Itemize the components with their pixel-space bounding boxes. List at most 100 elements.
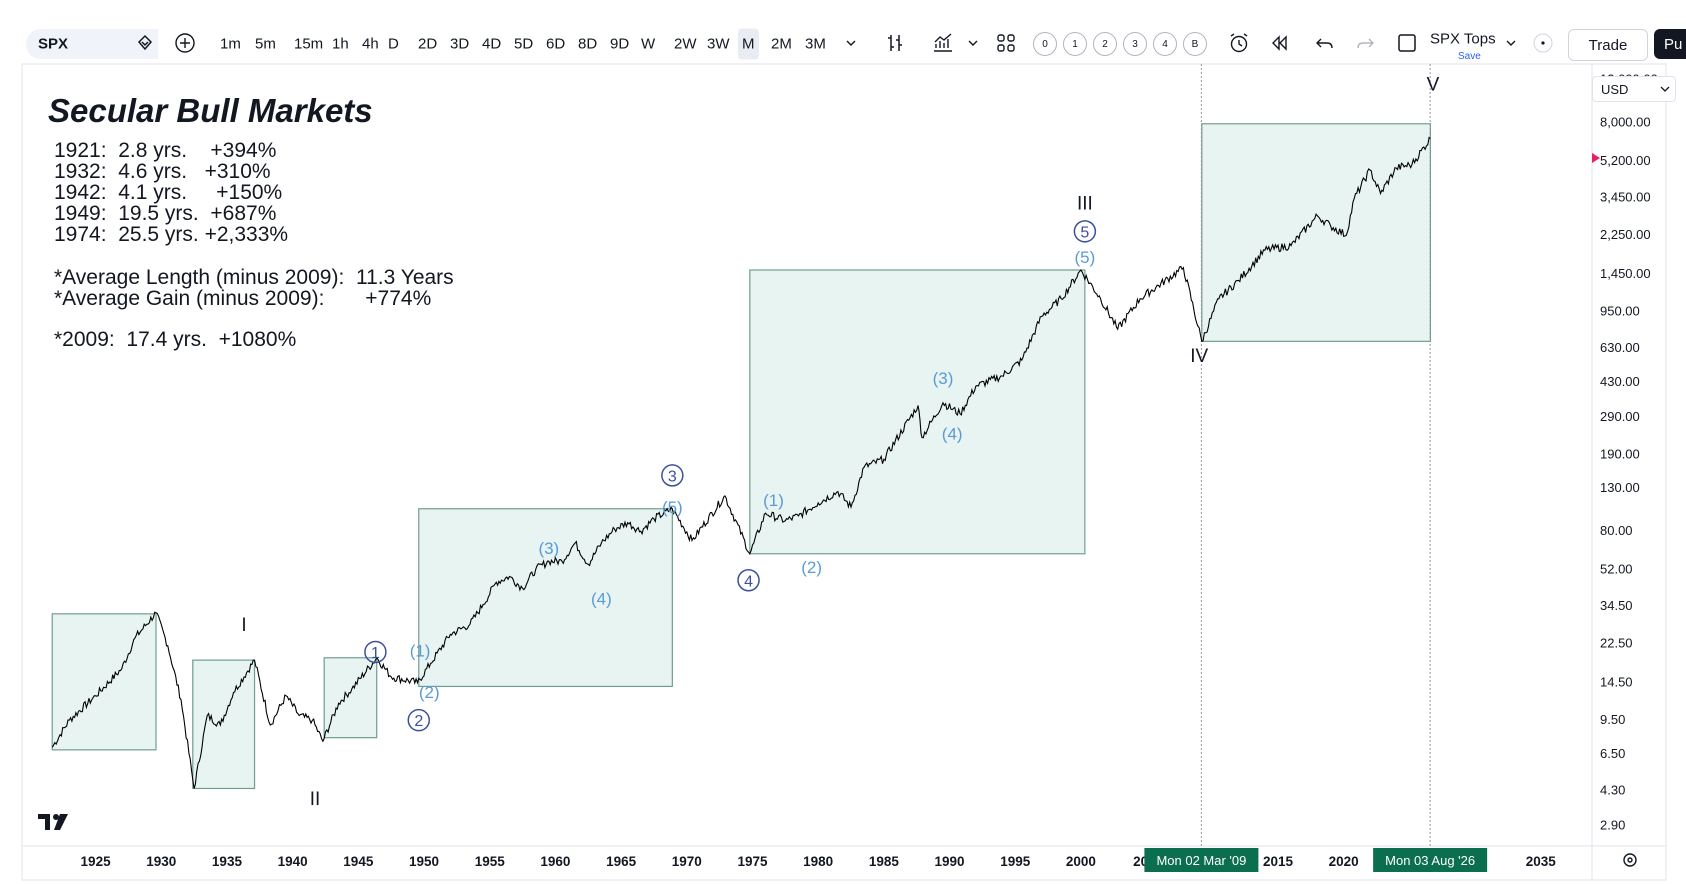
wave-minor-label: (4) <box>591 590 612 609</box>
price-tick-label: 290.00 <box>1600 409 1640 424</box>
stat-line: 1942: 4.1 yrs. +150% <box>54 181 283 204</box>
wave-label-v: V <box>1427 74 1440 95</box>
shortcut-pill-4[interactable]: 4 <box>1153 32 1177 56</box>
trade-button[interactable]: Trade <box>1568 29 1648 61</box>
layout-save-status[interactable]: Save <box>1458 51 1481 62</box>
wave-minor-label: (1) <box>410 641 431 660</box>
wave-circled-label: 1 <box>371 645 380 662</box>
layout-name[interactable]: SPX Tops <box>1430 30 1496 48</box>
wave-minor-label: (4) <box>942 424 963 443</box>
price-tick-label: 3,450.00 <box>1600 189 1651 204</box>
time-tick-label: 2020 <box>1329 854 1359 869</box>
time-tick-label: 1955 <box>475 854 506 869</box>
shortcut-pill-0[interactable]: 0 <box>1033 32 1057 56</box>
shortcut-pill-b[interactable]: B <box>1183 32 1207 56</box>
add-symbol-icon[interactable] <box>172 30 198 56</box>
time-tick-label: 1940 <box>278 854 308 869</box>
timeframe-2d[interactable]: 2D <box>418 35 438 53</box>
redo-icon[interactable] <box>1352 30 1378 56</box>
bull-market-box <box>1201 123 1432 342</box>
last-price-marker <box>1592 153 1600 163</box>
time-tick-label: 2015 <box>1263 854 1294 869</box>
timeframe-w[interactable]: W <box>641 35 656 53</box>
timeframe-6d[interactable]: 6D <box>546 35 566 53</box>
currency-selector[interactable]: USD <box>1592 76 1676 102</box>
stat-line: 1921: 2.8 yrs. +394% <box>54 139 277 162</box>
wave-circled-marker <box>364 640 387 664</box>
timeframe-5m[interactable]: 5m <box>255 35 276 53</box>
wave-circled-label: 4 <box>744 573 753 590</box>
time-tick-label: 1930 <box>146 854 176 869</box>
timeframe-1m[interactable]: 1m <box>220 35 241 53</box>
bar-style-icon[interactable] <box>882 30 908 56</box>
chart-pane-border <box>21 63 1667 881</box>
timeframe-2w[interactable]: 2W <box>674 35 697 53</box>
time-tick-label: 1995 <box>1000 854 1031 869</box>
wave-minor-label: (5) <box>662 498 683 517</box>
indicators-icon[interactable] <box>930 30 956 56</box>
time-tick-label: 2000 <box>1066 854 1096 869</box>
layout-chevron-icon[interactable] <box>1498 30 1524 56</box>
timeframe-dropdown-chevron-icon[interactable] <box>838 30 864 56</box>
currency-chevron-icon <box>1660 86 1670 92</box>
timeframe-8d[interactable]: 8D <box>578 35 598 53</box>
stat-line: 1974: 25.5 yrs. +2,333% <box>54 223 289 246</box>
shortcut-pill-1[interactable]: 1 <box>1063 32 1087 56</box>
bull-market-box <box>51 613 157 751</box>
time-tick-label: 1935 <box>212 854 243 869</box>
timeframe-2m[interactable]: 2M <box>771 35 792 53</box>
publish-button[interactable]: Pu <box>1654 29 1686 59</box>
settings-gear-icon[interactable] <box>1623 853 1637 867</box>
time-tick-label: 2035 <box>1526 854 1557 869</box>
timeframe-9d[interactable]: 9D <box>610 35 630 53</box>
fullscreen-square-icon[interactable] <box>1394 30 1420 56</box>
price-tick-label: 52.00 <box>1600 561 1633 576</box>
time-badge <box>1373 848 1488 872</box>
time-tick-label: 1945 <box>343 854 374 869</box>
timeframe-3m[interactable]: 3M <box>805 35 826 53</box>
price-tick-label: 4.30 <box>1600 782 1625 797</box>
price-tick-label: 8,000.00 <box>1600 115 1651 130</box>
wave-circled-marker <box>661 464 684 487</box>
timeframe-d[interactable]: D <box>388 35 399 53</box>
timeframe-1h[interactable]: 1h <box>332 35 349 53</box>
price-tick-label: 190.00 <box>1600 446 1640 461</box>
price-tick-label: 6.50 <box>1600 746 1625 761</box>
price-tick-label: 950.00 <box>1600 304 1640 319</box>
timeframe-m[interactable]: M <box>738 28 759 60</box>
symbol-label[interactable]: SPX <box>38 35 69 53</box>
timeframe-15m[interactable]: 15m <box>294 35 324 53</box>
timeframe-5d[interactable]: 5D <box>514 35 534 53</box>
timeframe-4d[interactable]: 4D <box>482 35 502 53</box>
price-axis-ticks: 13,000.008,000.005,200.003,450.002,250.0… <box>1600 72 1658 833</box>
timeframe-3w[interactable]: 3W <box>707 35 730 53</box>
shortcut-pill-2[interactable]: 2 <box>1093 32 1117 56</box>
top-toolbar: SPX 1m 5m 15m 1h 4h D 2D 3D 4D 5D 6D 8D 9D W 2W 3W M 2M 3M… <box>0 0 1686 62</box>
wave-circled-label: 5 <box>1080 224 1089 241</box>
more-dot-icon[interactable] <box>1530 30 1556 56</box>
wave-minor-label: (2) <box>801 558 822 577</box>
price-tick-label: 1,450.00 <box>1600 266 1651 281</box>
wave-circled-label: 2 <box>414 713 423 730</box>
undo-icon[interactable] <box>1312 30 1338 56</box>
price-tick-label: 2.90 <box>1600 817 1625 832</box>
price-tick-label: 22.50 <box>1600 636 1633 651</box>
shortcut-pill-3[interactable]: 3 <box>1123 32 1147 56</box>
bull-market-box <box>749 269 1086 555</box>
timeframe-4h[interactable]: 4h <box>362 35 379 53</box>
wave-minor-label: (5) <box>1074 248 1095 267</box>
layout-grid-icon[interactable] <box>993 30 1019 56</box>
alert-clock-icon[interactable] <box>1226 30 1252 56</box>
price-tick-label: 80.00 <box>1600 523 1633 538</box>
symbol-search-field[interactable] <box>26 29 158 59</box>
time-tick-label: 1990 <box>935 854 965 869</box>
time-axis-badges: Mon 02 Mar '09 Mon 03 Aug '26 <box>1144 848 1488 872</box>
indicators-chevron-icon[interactable] <box>960 30 986 56</box>
time-badge <box>1144 848 1259 872</box>
replay-rewind-icon[interactable] <box>1266 30 1292 56</box>
compare-diamond-icon[interactable] <box>132 30 158 56</box>
timeframe-3d[interactable]: 3D <box>450 35 470 53</box>
wave-label-i: I <box>241 615 246 636</box>
wave-minor-label: (1) <box>763 491 784 510</box>
